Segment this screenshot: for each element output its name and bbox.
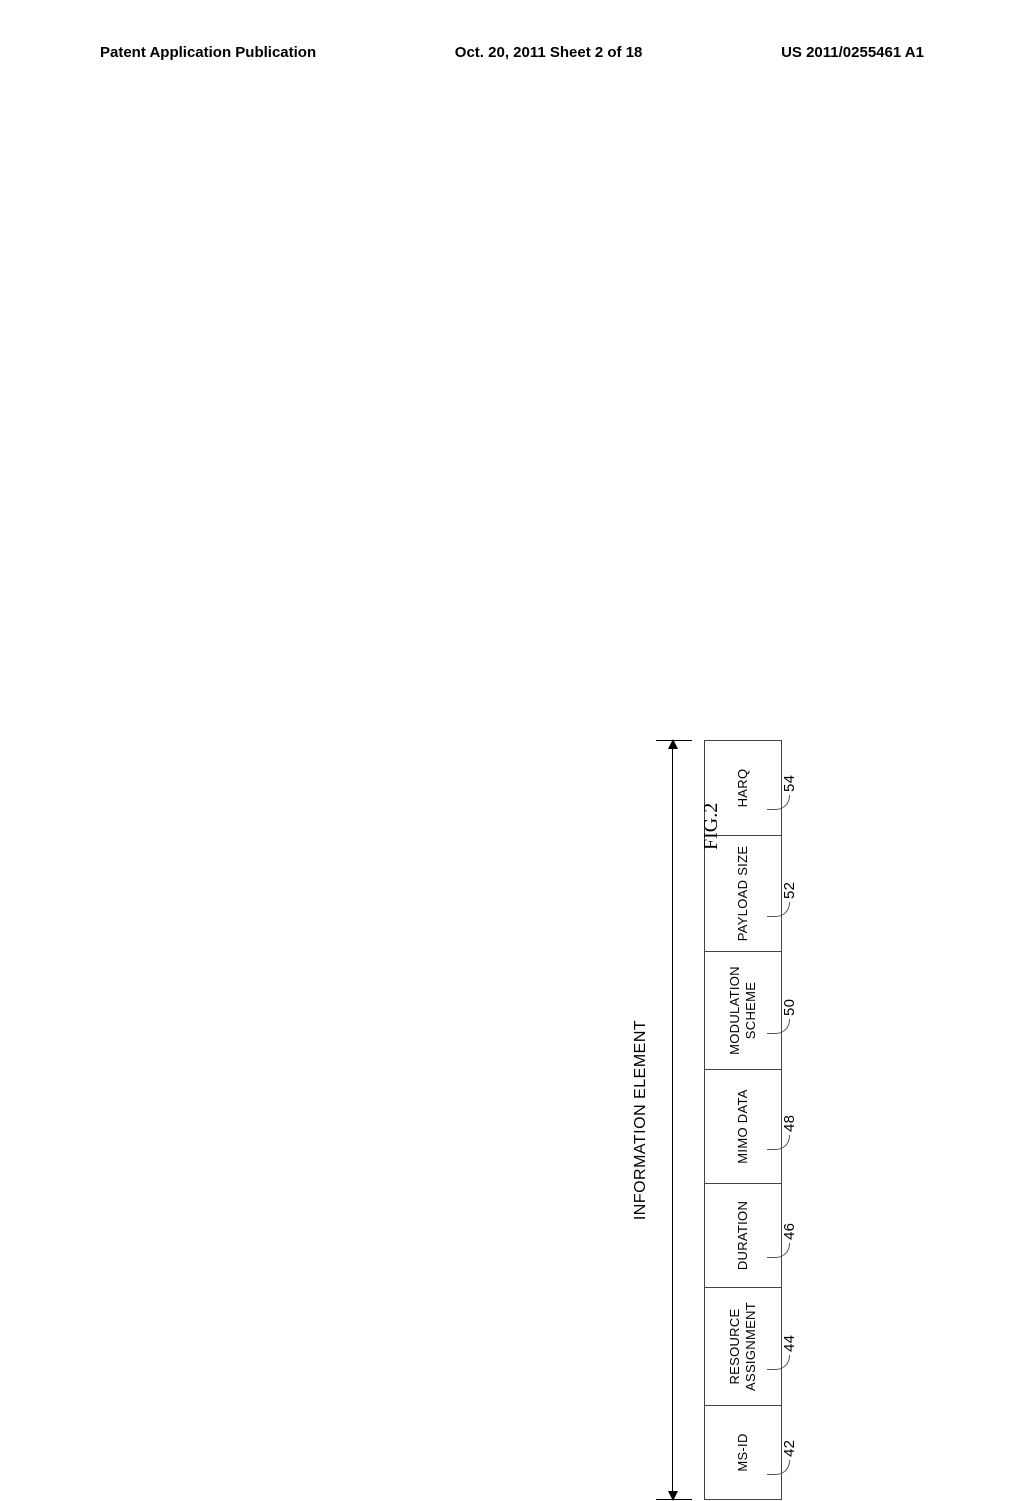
sheet-info: Oct. 20, 2011 Sheet 2 of 18 [455, 44, 643, 61]
ref-number: 48 [781, 1115, 799, 1132]
figure-2: INFORMATION ELEMENT MS-ID42RESOURCEASSIG… [762, 360, 1022, 1120]
field-cell: RESOURCEASSIGNMENT44 [704, 1288, 782, 1406]
ref-number: 54 [781, 775, 799, 792]
field-cell: DURATION46 [704, 1184, 782, 1288]
ref-number: 44 [781, 1335, 799, 1352]
ref-number: 46 [781, 1223, 799, 1240]
field-row: MS-ID42RESOURCEASSIGNMENT44DURATION46MIM… [704, 740, 782, 1500]
diagram-title: INFORMATION ELEMENT [632, 740, 650, 1500]
figure-caption: FIG.2 [700, 803, 723, 850]
ref-number: 52 [781, 882, 799, 899]
ref-number: 50 [781, 999, 799, 1016]
page-header: Patent Application Publication Oct. 20, … [0, 44, 1024, 61]
ref-number: 42 [781, 1440, 799, 1457]
pub-type: Patent Application Publication [100, 44, 316, 61]
field-cell: PAYLOAD SIZE52 [704, 836, 782, 952]
field-cell: MODULATIONSCHEME50 [704, 952, 782, 1070]
extent-arrow [672, 740, 673, 1500]
pub-number: US 2011/0255461 A1 [781, 44, 924, 61]
field-cell: MIMO DATA48 [704, 1070, 782, 1184]
field-cell: MS-ID42 [704, 1406, 782, 1500]
